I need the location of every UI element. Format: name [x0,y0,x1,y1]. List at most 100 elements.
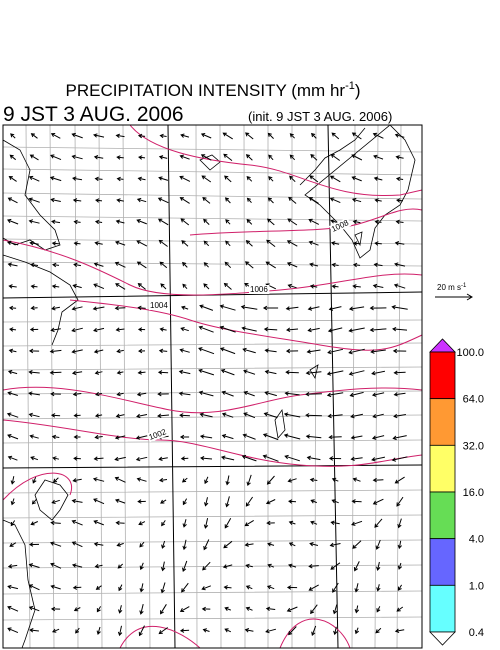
wind-arrow [266,520,275,526]
wind-arrow [180,133,190,138]
wind-arrow [159,261,168,269]
wind-arrow [29,241,39,246]
wind-arrow [286,240,298,247]
wind-arrow [326,370,344,376]
wind-arrow [308,218,320,225]
wind-arrow [71,541,83,548]
wind-arrow [71,154,83,160]
wind-arrow [114,498,126,504]
wind-arrow [157,370,169,375]
wind-arrow [8,348,17,354]
wind-arrow [160,561,166,572]
wind-arrow [10,133,16,139]
wind-arrow [287,478,297,483]
wind-arrow [116,155,124,160]
wind-arrow [289,154,296,161]
wind-arrow [116,198,124,203]
wind-arrow [371,456,386,462]
wind-arrow [116,370,124,375]
wind-arrow [71,327,83,333]
wind-arrow [51,219,61,224]
wind-arrow [6,240,19,246]
wind-arrow [265,606,276,611]
wind-arrow [30,456,39,461]
wind-arrow [203,218,210,225]
wind-arrow [32,477,37,484]
wind-arrow [222,132,233,140]
title: PRECIPITATION INTENSITY (mm hr-1) [65,80,360,100]
wind-arrow [118,584,123,592]
wind-arrow [333,626,338,636]
wind-arrow [372,413,384,419]
wind-arrow [307,327,320,333]
wind-arrow [115,133,125,138]
wind-arrow [219,325,236,333]
wind-arrow [284,391,300,396]
wind-arrow [28,412,40,418]
wind-arrow [75,627,80,634]
wind-arrow [181,582,189,593]
wind-arrow [243,390,255,397]
wind-arrow [93,498,105,505]
wind-arrow [179,154,190,160]
wind-arrow [395,155,404,160]
wind-arrow [28,219,40,224]
wind-arrow [157,413,170,418]
wind-arrow [286,585,298,590]
wind-arrow [375,539,381,550]
wind-arrow [245,132,254,140]
wind-arrow [28,606,40,612]
wind-arrow [240,304,258,310]
wind-arrow [241,326,257,332]
wind-arrow [266,239,276,247]
wind-arrow [118,605,123,614]
wind-arrow [28,370,40,375]
wind-arrow [351,520,363,526]
wind-arrow [371,435,385,440]
wind-arrow [158,239,168,247]
wind-arrow [49,349,62,354]
reference-exponent: -1 [461,283,467,289]
wind-arrow [202,196,211,204]
wind-arrow [391,456,408,462]
wind-arrow [394,628,405,633]
wind-arrow [396,198,404,203]
colorbar-label: 0.4 [469,627,484,639]
wind-arrow [327,327,343,333]
wind-arrow [72,283,82,289]
wind-arrow [331,262,339,268]
wind-arrow [200,133,212,139]
isobar [69,299,423,351]
wind-arrow [93,349,104,354]
wind-arrow [179,413,190,418]
wind-arrow [266,218,275,226]
wind-arrow [203,240,210,247]
wind-arrow [179,628,190,633]
wind-arrow [202,561,211,571]
wind-arrow [28,348,40,354]
colorbar-over [429,338,456,353]
wind-arrow [264,348,277,353]
wind-arrow [328,434,342,440]
wind-arrow [51,628,60,633]
wind-arrow [311,625,317,637]
wind-arrow [181,240,189,247]
coastlines [2,124,416,649]
wind-arrow [288,626,297,636]
wind-arrow [30,521,39,526]
coast-korea [2,139,61,251]
isobar [2,386,423,414]
wind-arrow [49,370,62,375]
wind-arrow [52,456,60,461]
wind-arrow [93,327,105,333]
wind-arrow [267,132,274,139]
colorbar-box [429,351,456,400]
wind-arrow [28,197,40,203]
wind-arrow [306,455,321,461]
wind-arrow [72,391,82,397]
wind-arrow [71,498,83,504]
wind-arrow [329,175,341,183]
wind-arrow [393,392,406,397]
wind-arrow [51,499,60,504]
wind-arrow [94,413,103,418]
